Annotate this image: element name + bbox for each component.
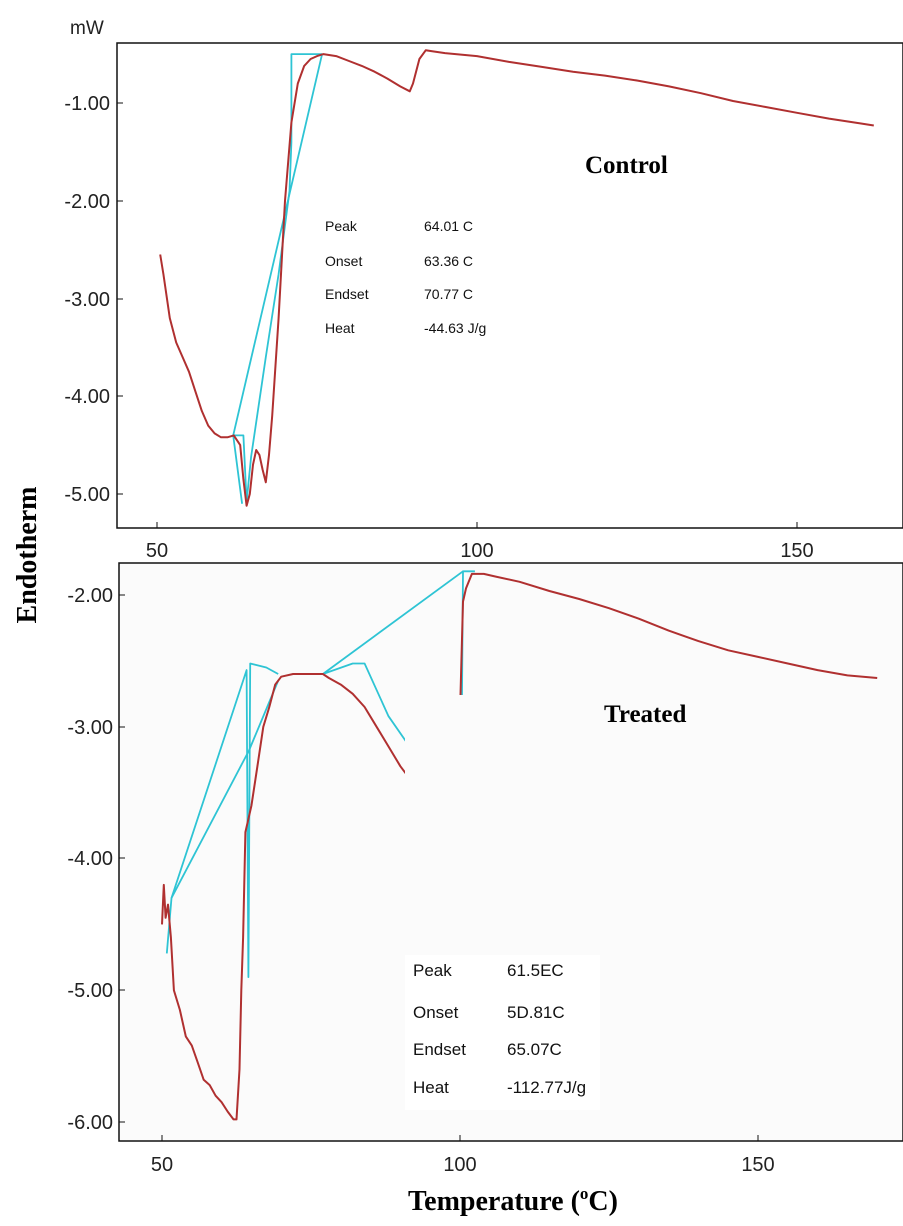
control-ytick-label: -2.00 xyxy=(64,191,110,213)
treated-ytick-label: -2.00 xyxy=(67,585,113,607)
treated-xtick-label: 100 xyxy=(443,1154,476,1176)
treated-x-ticks: 50 100 150 xyxy=(151,1135,775,1176)
treated-xtick-label: 150 xyxy=(741,1154,774,1176)
control-peak-label: Peak xyxy=(325,218,358,234)
control-ytick-label: -4.00 xyxy=(64,386,110,408)
control-series xyxy=(159,49,874,507)
treated-endset-label: Endset xyxy=(413,1040,466,1059)
x-axis-title-prefix: Temperature ( xyxy=(408,1186,580,1217)
control-peak-value: 64.01 C xyxy=(424,218,473,234)
treated-title: Treated xyxy=(604,701,686,728)
y-axis-title: Endotherm xyxy=(12,487,43,624)
treated-baseline-curve-4 xyxy=(322,570,464,675)
control-heat-label: Heat xyxy=(325,320,355,336)
x-axis-title: Temperature (oC) xyxy=(408,1184,618,1217)
control-heat-value: -44.63 J/g xyxy=(424,320,486,336)
control-title: Control xyxy=(585,152,668,179)
control-xtick-label: 100 xyxy=(460,540,493,562)
control-baseline-curve-1 xyxy=(232,53,323,504)
treated-peak-label: Peak xyxy=(413,961,452,980)
treated-baseline-curve-2 xyxy=(170,680,280,899)
treated-onset-label: Onset xyxy=(413,1003,459,1022)
treated-onset-value: 5D.81C xyxy=(507,1003,565,1022)
treated-series xyxy=(161,570,878,1121)
control-ytick-label: -3.00 xyxy=(64,289,110,311)
treated-y-ticks: -2.00 -3.00 -4.00 -5.00 -6.00 xyxy=(67,585,125,1134)
control-xtick-label: 150 xyxy=(780,540,813,562)
treated-xtick-label: 50 xyxy=(151,1154,173,1176)
control-panel: mW Control -1.00 -2.00 -3.00 -4.00 -5.00… xyxy=(64,18,903,562)
control-unit-label: mW xyxy=(70,18,104,39)
control-x-ticks: 50 100 150 xyxy=(146,522,814,562)
treated-heat-value: -112.77J/g xyxy=(507,1078,586,1097)
control-ytick-label: -5.00 xyxy=(64,484,110,506)
control-baseline-curve-2 xyxy=(232,53,323,436)
x-axis-title-superscript: o xyxy=(580,1184,589,1203)
treated-panel: Treated -2.00 -3.00 -4.00 -5.00 -6.00 50… xyxy=(67,562,903,1176)
treated-annotation-bg xyxy=(405,695,600,832)
treated-ytick-label: -3.00 xyxy=(67,717,113,739)
control-onset-label: Onset xyxy=(325,253,362,269)
control-annotation-box: Peak 64.01 C Onset 63.36 C Endset 70.77 … xyxy=(325,218,486,336)
control-plot-frame xyxy=(116,42,903,529)
treated-ytick-label: -4.00 xyxy=(67,848,113,870)
treated-heat-label: Heat xyxy=(413,1078,449,1097)
control-xtick-label: 50 xyxy=(146,540,168,562)
treated-ytick-label: -6.00 xyxy=(67,1112,113,1134)
control-endset-label: Endset xyxy=(325,286,369,302)
treated-peak-value: 61.5EC xyxy=(507,961,564,980)
control-ytick-label: -1.00 xyxy=(64,93,110,115)
treated-endset-value: 65.07C xyxy=(507,1040,562,1059)
control-onset-value: 63.36 C xyxy=(424,253,473,269)
treated-sample-curve xyxy=(161,572,878,1121)
control-y-ticks: -1.00 -2.00 -3.00 -4.00 -5.00 xyxy=(64,93,123,506)
x-axis-title-suffix: C) xyxy=(588,1186,618,1217)
treated-annotation-panel xyxy=(405,955,600,1110)
treated-ytick-label: -5.00 xyxy=(67,980,113,1002)
treated-annotation-box: Peak 61.5EC Onset 5D.81C Endset 65.07C H… xyxy=(405,695,600,1110)
control-endset-value: 70.77 C xyxy=(424,286,473,302)
control-sample-curve xyxy=(159,49,874,507)
